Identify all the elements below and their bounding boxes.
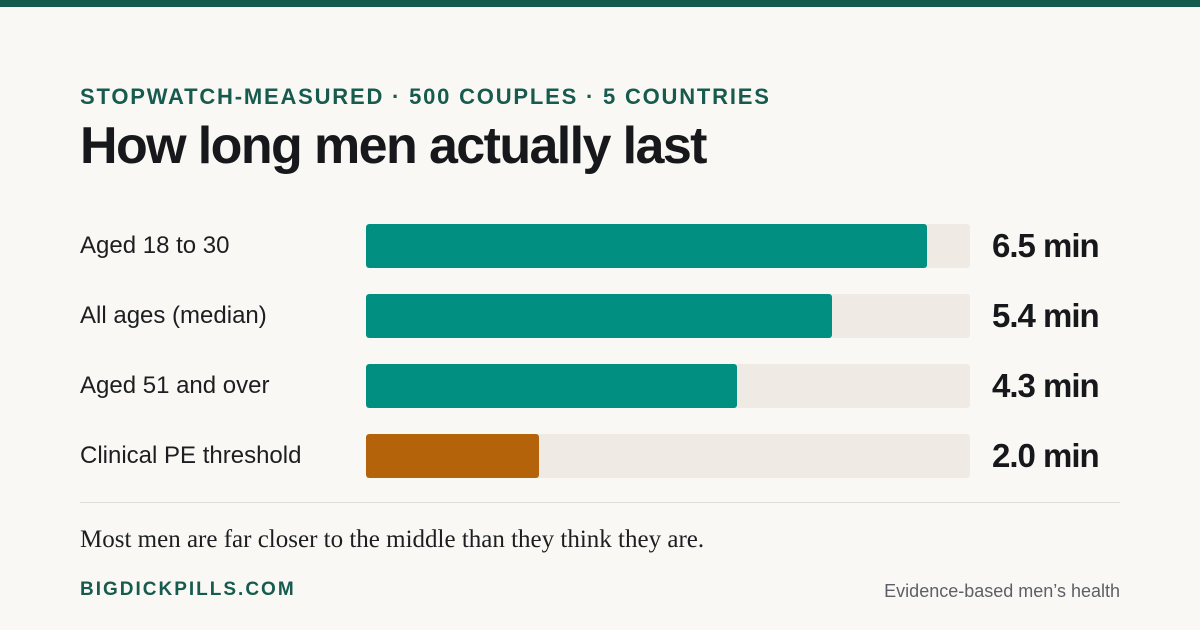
divider (80, 502, 1120, 503)
bar-label: Aged 51 and over (80, 372, 270, 399)
bar-track (366, 224, 970, 268)
bar (366, 294, 832, 338)
bar-value-label: 5.4 min (992, 297, 1100, 334)
bar-label: Clinical PE threshold (80, 442, 302, 469)
bar-track (366, 434, 970, 478)
bar (366, 364, 737, 408)
tagline: Evidence-based men’s health (884, 581, 1120, 601)
bar (366, 224, 927, 268)
bar-value-label: 6.5 min (992, 227, 1100, 264)
bar-label: Aged 18 to 30 (80, 232, 230, 259)
kicker: STOPWATCH-MEASURED · 500 COUPLES · 5 COU… (80, 84, 771, 109)
bar-value-label: 4.3 min (992, 367, 1100, 404)
page-title: How long men actually last (80, 117, 707, 175)
brand-link[interactable]: BIGDICKPILLS.COM (80, 579, 296, 600)
bar (366, 434, 539, 478)
bar-value-label: 2.0 min (992, 437, 1100, 474)
bar-track (366, 294, 970, 338)
top-accent-bar (0, 0, 1200, 7)
bar-label: All ages (median) (80, 302, 267, 329)
bar-track (366, 364, 970, 408)
caption: Most men are far closer to the middle th… (80, 526, 705, 553)
